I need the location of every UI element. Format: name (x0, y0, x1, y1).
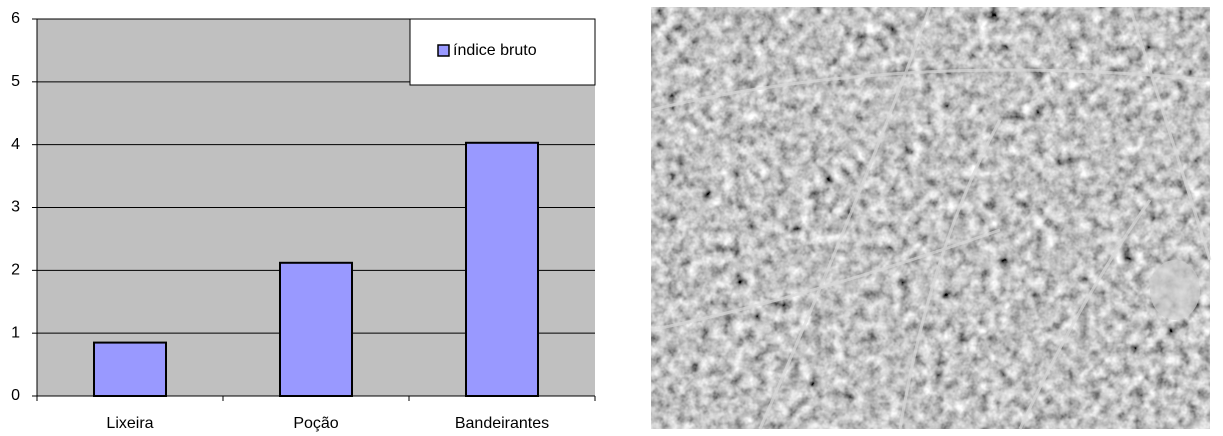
x-tick-label: Lixeira (106, 415, 153, 432)
x-tick-label: Bandeirantes (455, 415, 549, 432)
y-tick-label: 6 (11, 10, 20, 27)
y-tick-label: 5 (11, 73, 20, 90)
y-tick-label: 3 (11, 199, 20, 216)
legend-swatch (438, 45, 449, 56)
bar (94, 343, 166, 396)
x-tick-label: Poção (293, 415, 338, 432)
y-tick-label: 2 (11, 262, 20, 279)
page: 0 1 2 3 4 5 6 Lixeira Poção Bandeirantes índice br… (0, 0, 1223, 436)
bar (466, 143, 538, 396)
y-tick-label: 4 (11, 136, 20, 153)
chart: 0 1 2 3 4 5 6 Lixeira Poção Bandeirantes índice br… (11, 10, 595, 432)
y-tick-label: 0 (11, 387, 20, 404)
aerial-photo (651, 7, 1210, 429)
bar (280, 263, 352, 396)
figure: 0 1 2 3 4 5 6 Lixeira Poção Bandeirantes índice br… (0, 0, 1223, 436)
y-tick-label: 1 (11, 324, 20, 341)
legend-label: índice bruto (453, 42, 537, 59)
